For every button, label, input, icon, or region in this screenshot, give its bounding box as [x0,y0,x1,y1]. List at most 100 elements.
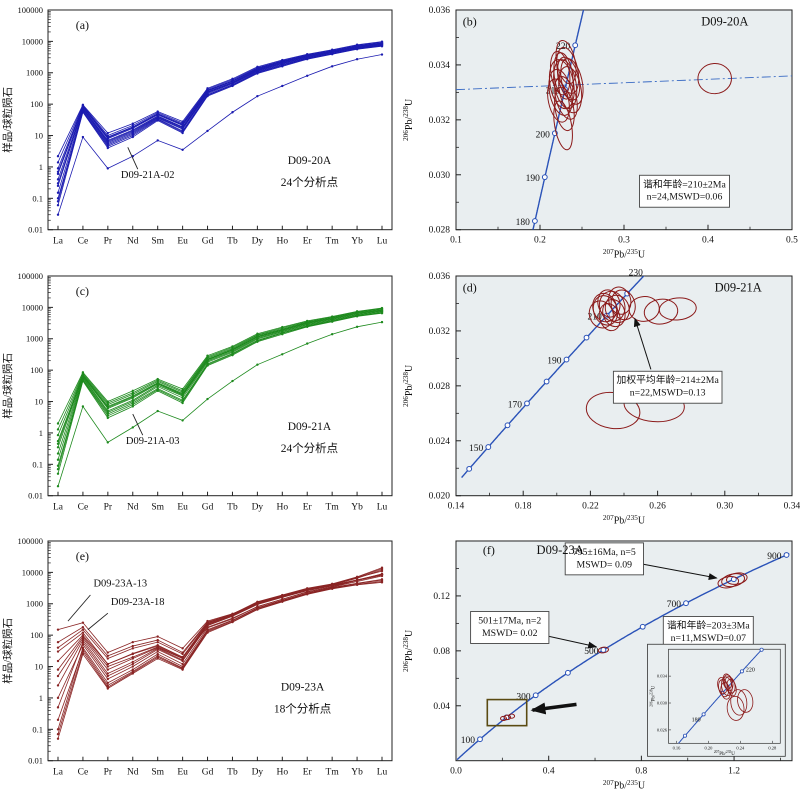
svg-text:0.030: 0.030 [429,171,451,181]
svg-text:1000: 1000 [26,333,43,343]
svg-text:100000: 100000 [18,5,43,15]
svg-text:MSWD= 0.02: MSWD= 0.02 [482,628,538,639]
svg-text:0.26: 0.26 [649,501,666,511]
svg-text:Tm: Tm [326,237,340,247]
svg-text:D09-21A: D09-21A [715,280,762,294]
svg-text:D09-20A: D09-20A [288,155,332,167]
svg-text:1: 1 [39,693,43,703]
svg-text:180: 180 [516,218,530,228]
svg-text:Gd: Gd [202,768,214,778]
svg-text:0.30: 0.30 [716,501,733,511]
series-lines [56,566,384,741]
svg-text:170: 170 [508,400,522,410]
svg-text:150: 150 [469,444,483,454]
svg-text:100: 100 [30,99,43,109]
svg-text:(a): (a) [76,18,89,32]
svg-text:0.032: 0.032 [429,327,451,337]
svg-text:0.28: 0.28 [768,746,777,751]
svg-text:La: La [53,502,64,512]
svg-text:Eu: Eu [177,237,188,247]
svg-text:Sm: Sm [151,768,164,778]
svg-text:Ce: Ce [78,237,89,247]
ree-chart-e: 0.01 0.1 1 10 100 1000 10000 100000 La Ce Pr Nd Sm Eu… [1,536,393,778]
svg-text:加权平均年龄=214±2Ma: 加权平均年龄=214±2Ma [617,373,720,386]
svg-text:Ho: Ho [277,768,289,778]
svg-text:谐和年龄=203±3Ma: 谐和年龄=203±3Ma [667,619,750,632]
svg-text:Pr: Pr [104,237,113,247]
svg-text:n=11,MSWD=0.07: n=11,MSWD=0.07 [671,633,746,644]
svg-text:210: 210 [546,86,560,96]
annotations: D09-23A-13 D09-23A-18 (e) D09-23A 18个分析点 [67,549,331,716]
svg-text:0.08: 0.08 [433,647,450,657]
svg-text:D09-21A-02: D09-21A-02 [121,170,175,181]
svg-text:0.4: 0.4 [543,767,555,777]
svg-text:0.036: 0.036 [429,272,451,282]
concordia-chart-f: 0.0 0.4 0.8 1.2 0.04 0.08 0.12 207Pb/235U 206Pb/… [402,540,793,792]
svg-text:(c): (c) [76,284,89,298]
annotations: D09-21A-02 (a) D09-20A 24个分析点 [76,18,338,189]
svg-text:10000: 10000 [22,36,43,46]
svg-text:n=22,MSWD=0.13: n=22,MSWD=0.13 [630,387,706,398]
svg-text:D09-23A: D09-23A [281,682,325,694]
svg-text:n=24,MSWD=0.06: n=24,MSWD=0.06 [647,192,723,203]
svg-text:0.12: 0.12 [433,592,450,602]
svg-text:0.5: 0.5 [786,236,798,246]
svg-text:MSWD= 0.09: MSWD= 0.09 [577,560,633,571]
svg-text:Nd: Nd [127,768,139,778]
svg-text:100000: 100000 [18,271,43,281]
svg-text:La: La [53,768,64,778]
svg-text:206Pb/238U: 206Pb/238U [402,99,415,141]
svg-text:0.01: 0.01 [28,490,43,500]
svg-text:0.2: 0.2 [534,236,546,246]
svg-text:220: 220 [746,668,755,674]
svg-text:D09-21A: D09-21A [288,420,332,432]
svg-text:Lu: Lu [377,768,388,778]
svg-text:样品/球粒陨石: 样品/球粒陨石 [1,618,14,684]
svg-text:206Pb/238U: 206Pb/238U [402,630,415,672]
svg-text:700: 700 [667,601,681,611]
svg-text:207Pb/235U: 207Pb/235U [603,514,645,527]
svg-text:1000: 1000 [26,599,43,609]
svg-text:0.034: 0.034 [429,61,451,71]
svg-text:(e): (e) [76,549,89,563]
svg-text:谐和年龄=210±2Ma: 谐和年龄=210±2Ma [643,177,726,190]
svg-text:0.3: 0.3 [618,236,630,246]
ree-chart-a: 0.01 0.1 1 10 100 1000 10000 100000 La Ce Pr Nd Sm Eu… [1,5,393,247]
svg-text:0.020: 0.020 [429,491,451,501]
svg-text:Nd: Nd [127,502,139,512]
svg-text:24个分析点: 24个分析点 [281,440,338,454]
svg-text:300: 300 [516,693,530,703]
svg-text:样品/球粒陨石: 样品/球粒陨石 [1,353,14,419]
svg-text:207Pb/235U: 207Pb/235U [603,248,645,261]
svg-text:0.036: 0.036 [429,6,451,16]
svg-text:Ce: Ce [78,768,89,778]
svg-text:501±17Ma, n=2: 501±17Ma, n=2 [478,616,541,627]
svg-text:Dy: Dy [252,768,264,778]
svg-text:D09-23A: D09-23A [537,544,584,558]
svg-text:207Pb/235U: 207Pb/235U [714,750,735,757]
svg-text:1: 1 [39,162,43,172]
svg-text:Yb: Yb [351,768,363,778]
svg-text:Er: Er [303,502,313,512]
panel-b-concordia-D09-20A: 0.1 0.2 0.3 0.4 0.5 0.028 0.030 0.032 0.034 0.036… [400,0,800,266]
svg-text:0.1: 0.1 [32,459,43,469]
svg-text:0.030: 0.030 [657,701,668,706]
text-boxes: 谐和年龄=210±2Ma n=24,MSWD=0.06 [639,174,730,208]
svg-text:0.1: 0.1 [450,236,462,246]
concordia-chart-d: 0.14 0.18 0.22 0.26 0.30 0.34 0.020 0.024 0.028 0… [402,268,800,527]
callout-arrows [633,317,652,370]
svg-text:Sm: Sm [151,237,164,247]
svg-text:Lu: Lu [377,502,388,512]
svg-text:Tm: Tm [326,768,340,778]
concordia-curve [456,553,790,761]
svg-text:Er: Er [303,237,313,247]
svg-text:100: 100 [30,365,43,375]
svg-text:0.14: 0.14 [448,501,465,511]
svg-text:Gd: Gd [202,502,214,512]
svg-text:230: 230 [629,268,643,278]
svg-text:10: 10 [35,662,43,672]
svg-text:0.04: 0.04 [433,702,450,712]
svg-text:500: 500 [584,647,598,657]
svg-text:(d): (d) [463,280,477,294]
svg-text:Tb: Tb [227,237,238,247]
